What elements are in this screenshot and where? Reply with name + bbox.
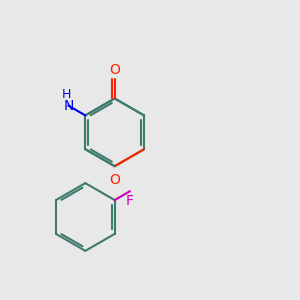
Text: O: O: [109, 173, 120, 187]
Text: F: F: [126, 194, 134, 208]
Text: O: O: [109, 63, 120, 77]
Text: H: H: [62, 88, 71, 101]
Text: N: N: [63, 99, 74, 112]
